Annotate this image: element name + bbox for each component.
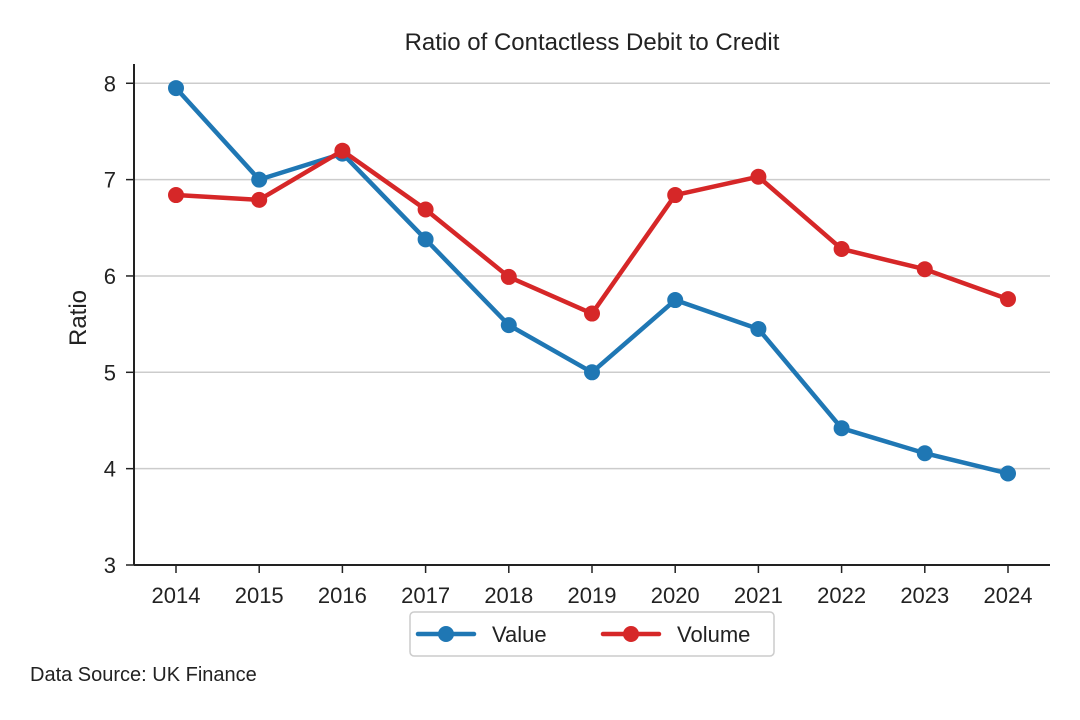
legend-marker <box>623 626 639 642</box>
data-point <box>500 268 517 285</box>
data-point <box>584 364 600 381</box>
data-point <box>334 142 351 159</box>
series-line-value <box>173 85 1011 476</box>
series-value <box>168 80 1016 482</box>
x-tick-label: 2022 <box>817 583 866 608</box>
data-point <box>584 305 600 322</box>
legend-label: Volume <box>677 622 750 647</box>
data-point <box>417 231 434 248</box>
data-source-note: Data Source: UK Finance <box>30 664 257 686</box>
data-point <box>251 191 268 208</box>
data-point <box>750 168 767 185</box>
data-point <box>667 187 684 204</box>
y-tick-label: 6 <box>104 264 116 289</box>
legend-label: Value <box>492 622 547 647</box>
legend-marker <box>438 626 454 642</box>
data-point <box>251 171 268 188</box>
x-tick-label: 2021 <box>734 583 783 608</box>
legend-entry-volume: Volume <box>600 622 750 647</box>
data-point <box>168 187 184 204</box>
axes: 3 4 5 6 7 8 2014 2015 2016 2017 2018 2019 2020 2021 20… <box>104 64 1050 608</box>
x-tick-label: 2014 <box>152 583 201 608</box>
y-tick-label: 7 <box>104 168 116 193</box>
y-tick-label: 8 <box>104 71 116 96</box>
data-point <box>1000 465 1016 482</box>
legend-entry-value: Value <box>415 622 547 647</box>
series-lines <box>168 80 1016 482</box>
data-point <box>667 292 684 309</box>
x-tick-label: 2015 <box>235 583 284 608</box>
gridlines <box>134 82 1050 470</box>
data-point <box>833 420 850 437</box>
x-tick-label: 2016 <box>318 583 367 608</box>
data-point <box>168 80 184 97</box>
data-point <box>833 240 850 257</box>
y-tick-label: 3 <box>104 553 116 578</box>
series-line-volume <box>173 148 1011 316</box>
x-tick-label: 2018 <box>484 583 533 608</box>
legend: Value Volume <box>409 611 775 657</box>
data-point <box>1000 291 1016 308</box>
data-point <box>500 317 517 334</box>
y-axis-label: Ratio <box>65 290 92 346</box>
x-tick-label: 2023 <box>900 583 949 608</box>
data-point <box>916 261 933 278</box>
data-point <box>916 445 933 462</box>
x-tick-label: 2024 <box>984 583 1033 608</box>
y-tick-label: 4 <box>104 457 116 482</box>
series-volume <box>168 142 1016 322</box>
x-tick-label: 2019 <box>568 583 617 608</box>
y-tick-label: 5 <box>104 360 116 385</box>
legend-box <box>409 611 775 657</box>
x-tick-label: 2017 <box>401 583 450 608</box>
data-point <box>750 320 767 337</box>
data-point <box>417 201 434 218</box>
chart-title: Ratio of Contactless Debit to Credit <box>405 29 780 56</box>
x-tick-label: 2020 <box>651 583 700 608</box>
